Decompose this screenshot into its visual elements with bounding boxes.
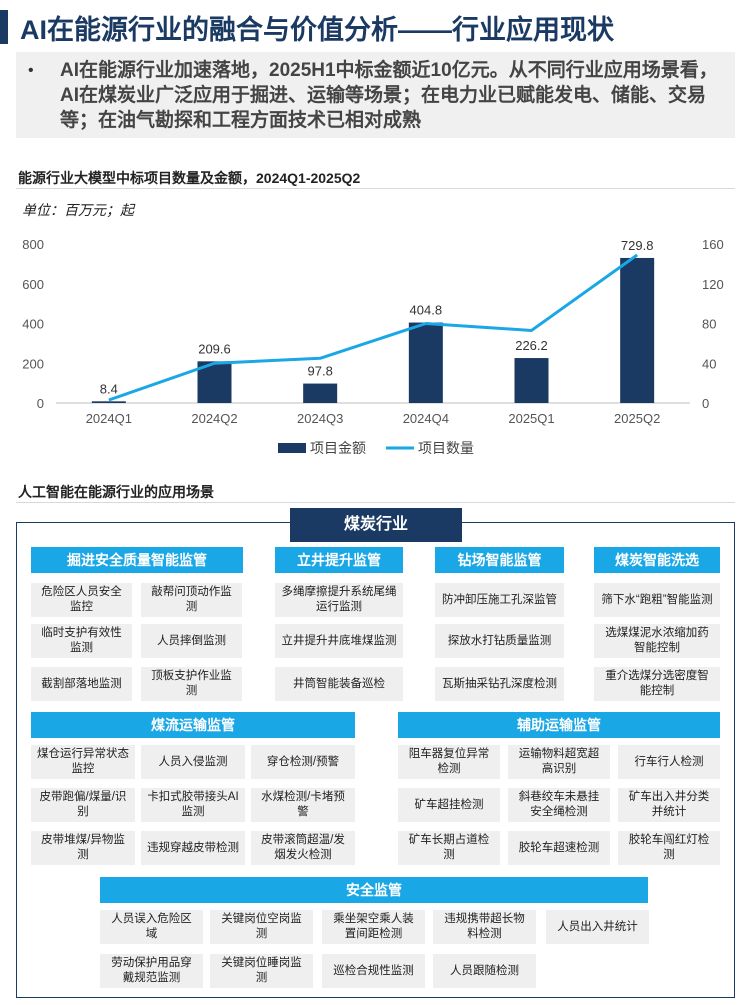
bar	[408, 322, 443, 403]
category-shaft-hoisting: 立井提升监管	[275, 547, 403, 573]
chart-title: 能源行业大模型中标项目数量及金额，2024Q1-2025Q2	[18, 170, 361, 186]
scene-cell-excavation: 敲帮问顶动作监测	[141, 583, 242, 617]
scene-cell-aux-transport: 矿车长期占道检测	[398, 831, 500, 865]
count-line	[108, 253, 639, 402]
bar	[303, 383, 338, 403]
x-tick-label: 2024Q1	[86, 411, 132, 426]
x-tick-label: 2025Q2	[614, 411, 660, 426]
scene-cell-shaft: 井筒智能装备巡检	[275, 667, 403, 701]
legend-label-count: 项目数量	[418, 440, 474, 456]
category-aux-transport: 辅助运输监管	[398, 712, 720, 738]
x-tick-label: 2024Q4	[403, 411, 449, 426]
y-right-tick-label: 40	[702, 356, 716, 371]
scene-cell-washing: 选煤煤泥水浓缩加药智能控制	[594, 624, 720, 658]
scene-cell-safety: 巡检合规性监测	[322, 954, 425, 988]
y-left-tick-label: 200	[22, 356, 44, 371]
bar	[91, 401, 126, 403]
scene-cell-excavation: 顶板支护作业监测	[141, 667, 242, 701]
y-right-tick-label: 160	[702, 237, 724, 252]
scene-cell-coal-flow: 皮带跑偏/煤量/识别	[31, 788, 135, 822]
scenes-title-divider	[16, 502, 735, 503]
x-tick-label: 2024Q3	[297, 411, 343, 426]
category-excavation: 掘进安全质量智能监管	[31, 547, 243, 573]
chart-title-divider	[16, 188, 735, 189]
scene-cell-excavation: 危险区人员安全监控	[31, 583, 132, 617]
scene-cell-excavation: 截割部落地监测	[31, 667, 132, 701]
scene-cell-aux-transport: 斜巷绞车未悬挂安全绳检测	[508, 788, 610, 822]
scene-cell-drill: 探放水打钻质量监测	[435, 624, 564, 658]
bar-line-chart: 0 200 400 600 800 0 40 80 120 160 8.4 209.6 97.8 404.…	[22, 237, 724, 456]
scene-cell-aux-transport: 胶轮车超速检测	[508, 831, 610, 865]
y-right-tick-label: 0	[702, 396, 709, 411]
legend-swatch-amount	[278, 443, 306, 453]
scene-cell-safety: 违规携带超长物料检测	[433, 910, 536, 944]
scene-cell-coal-flow: 皮带滚筒超温/发烟发火检测	[251, 831, 355, 865]
scene-cell-excavation: 人员摔倒监测	[141, 624, 242, 658]
scene-cell-aux-transport: 矿车出入井分类并统计	[618, 788, 720, 822]
category-safety: 安全监管	[100, 877, 648, 903]
scene-cell-drill: 瓦斯抽采钻孔深度检测	[435, 667, 564, 701]
chart-unit: 单位：百万元；起	[22, 202, 134, 218]
scene-cell-coal-flow: 水煤检测/卡堵预警	[251, 788, 355, 822]
y-left-tick-label: 400	[22, 317, 44, 332]
bar-data-label: 8.4	[100, 381, 118, 396]
title-bar: AI在能源行业的融合与价值分析——行业应用现状	[0, 6, 753, 46]
scene-cell-coal-flow: 卡扣式胶带接头AI监测	[141, 788, 245, 822]
y-left-tick-label: 0	[37, 396, 44, 411]
bar-data-label: 404.8	[410, 303, 443, 318]
bar-data-label: 226.2	[515, 338, 548, 353]
x-tick-label: 2025Q1	[508, 411, 554, 426]
scene-cell-washing: 重介选煤分选密度智能控制	[594, 667, 720, 701]
scene-cell-aux-transport: 矿车超挂检测	[398, 788, 500, 822]
summary-box: • AI在能源行业加速落地，2025H1中标金额近10亿元。从不同行业应用场景看…	[16, 52, 735, 138]
scene-cell-safety: 人员跟随检测	[433, 954, 536, 988]
bar-data-label: 729.8	[621, 238, 654, 253]
scene-cell-drill: 防冲卸压施工孔深监管	[435, 583, 564, 617]
scene-cell-aux-transport: 胶轮车闯红灯检测	[618, 831, 720, 865]
scene-cell-aux-transport: 阻车器复位异常检测	[398, 745, 500, 779]
scene-cell-safety: 关键岗位空岗监测	[210, 910, 313, 944]
category-drill-site: 钻场智能监管	[435, 547, 564, 573]
legend-label-amount: 项目金额	[310, 440, 366, 456]
scene-cell-shaft: 立井提升井底堆煤监测	[275, 624, 403, 658]
scene-cell-coal-flow: 人员入侵监测	[141, 745, 245, 779]
scene-cell-coal-flow: 煤仓运行异常状态监控	[31, 745, 135, 779]
scenes-title: 人工智能在能源行业的应用场景	[18, 484, 214, 500]
bar-data-label: 209.6	[198, 341, 231, 356]
summary-bullet: •	[28, 62, 34, 79]
y-left-tick-label: 800	[22, 237, 44, 252]
x-tick-label: 2024Q2	[191, 411, 237, 426]
scene-cell-aux-transport: 行车行人检测	[618, 745, 720, 779]
scene-cell-washing: 筛下水“跑粗”智能监测	[594, 583, 720, 617]
scene-cell-aux-transport: 运输物料超宽超高识别	[508, 745, 610, 779]
page-title: AI在能源行业的融合与价值分析——行业应用现状	[20, 15, 614, 45]
scene-cell-safety: 人员出入井统计	[546, 910, 649, 944]
scene-cell-safety: 人员误入危险区域	[100, 910, 203, 944]
title-accent-bar	[0, 10, 8, 44]
bar-data-label: 97.8	[308, 364, 333, 379]
scene-cell-safety: 乘坐架空乘人装置间距检测	[322, 910, 425, 944]
scene-cell-safety: 关键岗位睡岗监测	[210, 954, 313, 988]
scene-cell-shaft: 多绳摩擦提升系统尾绳运行监测	[275, 583, 403, 617]
bar	[620, 257, 655, 403]
summary-text: AI在能源行业加速落地，2025H1中标金额近10亿元。从不同行业应用场景看，A…	[60, 60, 718, 131]
y-right-tick-label: 120	[702, 277, 724, 292]
y-right-tick-label: 80	[702, 317, 716, 332]
scene-cell-safety: 劳动保护用品穿戴规范监测	[100, 954, 203, 988]
bar	[514, 358, 549, 403]
scene-cell-coal-flow: 穿仓检测/预警	[251, 745, 355, 779]
category-coal-washing: 煤炭智能洗选	[594, 547, 720, 573]
industry-label: 煤炭行业	[290, 508, 462, 542]
scene-cell-excavation: 临时支护有效性监测	[31, 624, 132, 658]
category-coal-flow: 煤流运输监管	[31, 712, 355, 738]
scene-cell-coal-flow: 违规穿越皮带检测	[141, 831, 245, 865]
scene-cell-coal-flow: 皮带堆煤/异物监测	[31, 831, 135, 865]
y-left-tick-label: 600	[22, 277, 44, 292]
